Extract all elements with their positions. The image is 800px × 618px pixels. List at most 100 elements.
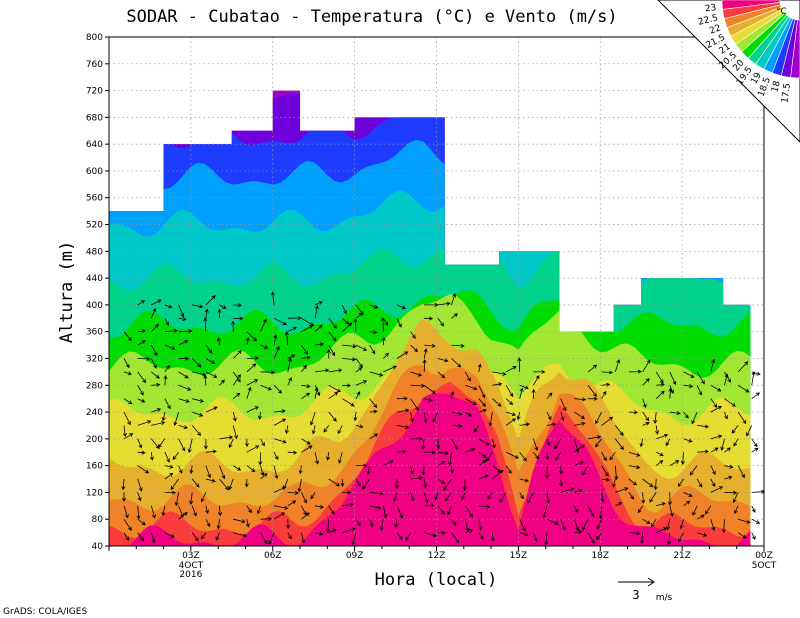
wind-arrow (615, 502, 623, 507)
wind-arrow (309, 411, 316, 426)
wind-arrow (246, 331, 258, 342)
wind-arrow (642, 518, 651, 525)
grid-lines (109, 37, 764, 546)
wind-arrow (492, 382, 503, 387)
y-tick-label: 520 (86, 221, 103, 231)
wind-arrow (724, 411, 728, 420)
wind-arrow (533, 532, 538, 542)
legend-level-label: 17.5 (781, 83, 793, 104)
wind-arrow (150, 344, 158, 357)
wind-arrow (260, 438, 265, 447)
wind-arrow (258, 452, 263, 466)
wind-arrow (477, 363, 482, 372)
wind-arrow (338, 452, 343, 464)
wind-arrow (260, 473, 268, 480)
wind-arrow (451, 313, 458, 319)
wind-arrow (737, 518, 751, 524)
wind-arrow (432, 411, 439, 423)
legend-level-label: 22.5 (697, 13, 719, 27)
wind-arrow (301, 505, 307, 516)
wind-arrow (356, 463, 368, 468)
wind-arrow (573, 519, 580, 532)
wind-arrow (598, 505, 603, 520)
wind-arrow (246, 386, 252, 399)
wind-arrow (448, 452, 453, 467)
wind-arrow (465, 447, 476, 453)
wind-arrow (379, 519, 384, 532)
wind-arrow (355, 391, 361, 399)
wind-arrow (323, 425, 330, 433)
wind-arrow (173, 411, 179, 427)
y-tick-label: 200 (86, 435, 103, 445)
wind-arrow (653, 412, 658, 425)
wind-arrow (519, 492, 524, 500)
wind-arrow (637, 505, 643, 514)
wind-arrow (257, 412, 262, 420)
wind-arrow (287, 357, 292, 372)
wind-arrow (733, 438, 739, 447)
wind-arrow (315, 368, 330, 373)
wind-arrow (410, 371, 423, 377)
wind-arrow (369, 398, 378, 409)
wind-arrow (298, 465, 303, 475)
wind-arrow (355, 380, 368, 386)
wind-arrow (310, 492, 316, 500)
wind-arrow (464, 371, 471, 382)
wind-arrow (192, 371, 207, 377)
wind-arrow (574, 444, 585, 453)
wind-arrow (260, 344, 269, 349)
wind-arrow (734, 505, 739, 515)
wind-arrow (137, 356, 151, 361)
y-tick-label: 640 (86, 140, 103, 150)
wind-arrow (642, 478, 654, 488)
wind-arrow (328, 411, 337, 422)
wind-arrow (205, 505, 209, 515)
wind-arrow (451, 411, 463, 416)
wind-arrow (137, 465, 150, 474)
wind-arrow (544, 532, 549, 546)
wind-arrow (560, 398, 567, 412)
wind-arrow (383, 365, 397, 373)
wind-arrow (232, 392, 241, 400)
legend-wedge (790, 19, 800, 79)
wind-arrow (642, 398, 647, 409)
wind-arrow (396, 318, 402, 328)
wind-arrow (655, 390, 665, 399)
wind-arrow (655, 460, 664, 466)
wind-arrow (751, 489, 764, 494)
wind-arrow (216, 519, 221, 530)
wind-arrow (649, 492, 657, 503)
wind-arrow (396, 449, 407, 454)
wind-arrow (656, 382, 665, 387)
wind-arrow (587, 385, 597, 397)
wind-arrow (191, 532, 199, 542)
wind-arrow (342, 357, 357, 362)
wind-arrow (342, 398, 355, 407)
wind-arrow (178, 398, 190, 403)
wind-arrow (137, 340, 146, 346)
wind-arrow (301, 492, 307, 504)
wind-reference-value: 3 (632, 588, 639, 602)
wind-arrow (233, 303, 243, 308)
wind-arrow (151, 299, 162, 306)
wind-arrow (382, 505, 388, 519)
wind-arrow (609, 451, 616, 461)
wind-arrow (533, 369, 546, 374)
wind-arrow (574, 530, 583, 535)
wind-arrow (314, 301, 323, 306)
wind-arrow (505, 451, 519, 459)
wind-arrow (505, 465, 512, 474)
wind-arrow (678, 532, 684, 543)
wind-arrow (559, 478, 564, 487)
x-tick-label: 15Z (510, 551, 528, 561)
wind-arrow (174, 492, 179, 507)
wind-arrow (164, 328, 178, 333)
wind-arrow (546, 411, 552, 421)
wind-arrow (444, 492, 452, 502)
wind-arrow (478, 504, 491, 509)
wind-arrow (582, 465, 589, 476)
wind-arrow (205, 295, 216, 306)
wind-arrow (519, 519, 526, 532)
wind-arrow (394, 519, 399, 529)
wind-arrow (301, 445, 313, 453)
